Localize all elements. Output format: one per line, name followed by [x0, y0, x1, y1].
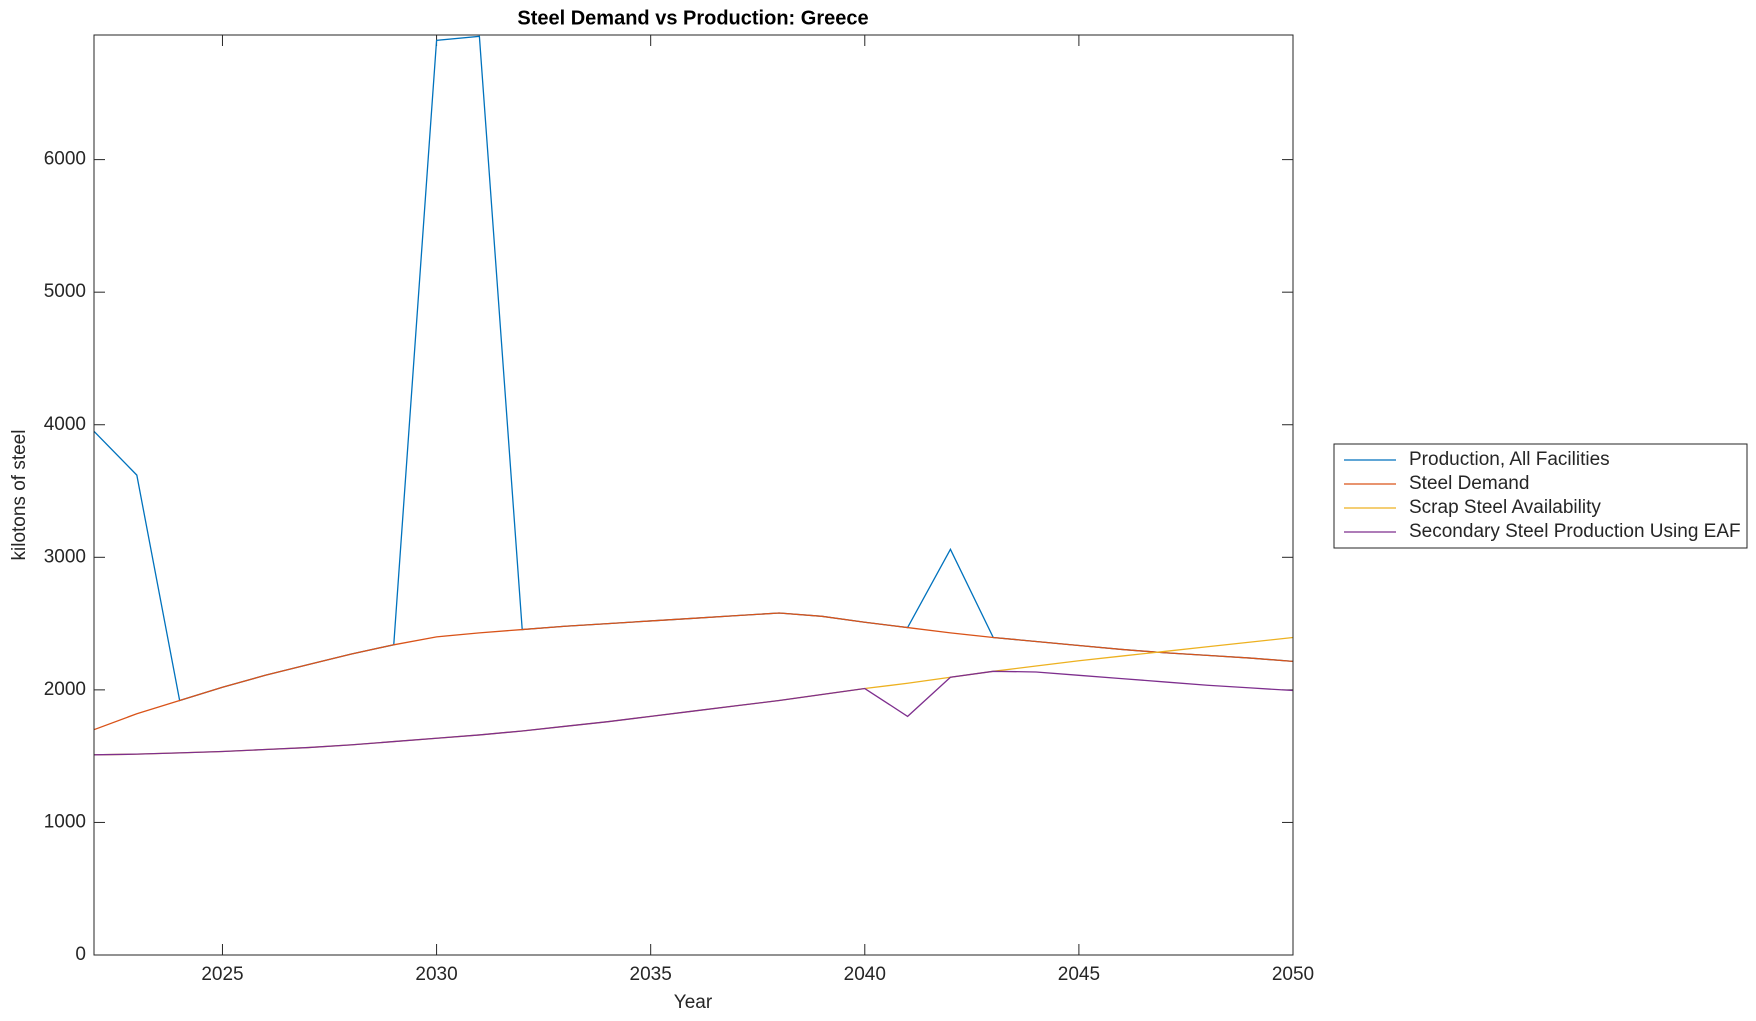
y-axis-label: kilotons of steel: [9, 430, 30, 561]
y-tick-label: 6000: [44, 149, 86, 170]
y-tick-label: 1000: [44, 811, 86, 832]
legend-label: Production, All Facilities: [1409, 449, 1610, 470]
x-axis-label: Year: [674, 992, 713, 1013]
x-tick-label: 2035: [630, 964, 672, 985]
x-tick-label: 2045: [1058, 964, 1100, 985]
legend-box: [1333, 443, 1748, 549]
chart-title: Steel Demand vs Production: Greece: [517, 7, 868, 29]
y-tick-label: 5000: [44, 281, 86, 302]
series-line: [94, 612, 1293, 731]
x-tick-label: 2050: [1272, 964, 1314, 985]
series-line: [94, 670, 1293, 756]
y-tick-label: 3000: [44, 546, 86, 567]
x-tick-label: 2030: [415, 964, 457, 985]
plot-area: [94, 35, 1293, 955]
x-tick-label: 2025: [201, 964, 243, 985]
legend-label: Steel Demand: [1409, 473, 1529, 494]
legend-label: Scrap Steel Availability: [1409, 497, 1601, 518]
x-tick-label: 2040: [844, 964, 886, 985]
y-tick-label: 2000: [44, 679, 86, 700]
plot-frame: [93, 34, 1294, 956]
legend-label: Secondary Steel Production Using EAF: [1409, 521, 1741, 542]
y-tick-label: 4000: [44, 414, 86, 435]
y-tick-label: 0: [75, 944, 86, 965]
